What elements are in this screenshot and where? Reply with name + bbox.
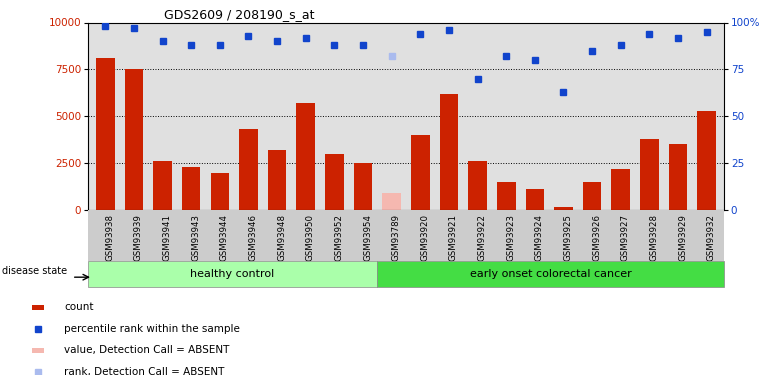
Bar: [382, 193, 401, 210]
Text: GSM93922: GSM93922: [477, 214, 486, 261]
Text: GSM93923: GSM93923: [506, 214, 516, 261]
Bar: [611, 169, 630, 210]
Text: GSM93938: GSM93938: [105, 214, 114, 261]
Bar: [583, 182, 601, 210]
Text: GSM93932: GSM93932: [707, 214, 715, 261]
Text: rank, Detection Call = ABSENT: rank, Detection Call = ABSENT: [64, 367, 224, 375]
Text: GDS2609 / 208190_s_at: GDS2609 / 208190_s_at: [165, 8, 315, 21]
Bar: [497, 182, 516, 210]
Text: GSM93921: GSM93921: [449, 214, 458, 261]
Bar: [325, 154, 344, 210]
Bar: [411, 135, 430, 210]
Text: GSM93929: GSM93929: [678, 214, 687, 261]
Bar: [96, 58, 115, 210]
Bar: [125, 69, 143, 210]
Bar: [697, 111, 716, 210]
Bar: [525, 189, 544, 210]
Bar: [554, 207, 573, 210]
Text: GSM93928: GSM93928: [650, 214, 659, 261]
Bar: [440, 94, 458, 210]
Text: GSM93941: GSM93941: [162, 214, 172, 261]
Text: GSM93943: GSM93943: [192, 214, 200, 261]
Bar: [268, 150, 286, 210]
Text: GSM93939: GSM93939: [134, 214, 143, 261]
Text: value, Detection Call = ABSENT: value, Detection Call = ABSENT: [64, 345, 229, 355]
Text: GSM93946: GSM93946: [248, 214, 257, 261]
Bar: [296, 103, 315, 210]
Bar: [88, 261, 377, 287]
Text: disease state: disease state: [2, 266, 67, 276]
Text: GSM93954: GSM93954: [363, 214, 372, 261]
Bar: [354, 163, 372, 210]
Text: GSM93952: GSM93952: [335, 214, 343, 261]
Text: count: count: [64, 302, 93, 312]
Bar: [31, 348, 44, 353]
Bar: [377, 261, 724, 287]
Bar: [182, 167, 201, 210]
Text: early onset colorectal cancer: early onset colorectal cancer: [470, 269, 631, 279]
Bar: [153, 161, 172, 210]
Text: GSM93950: GSM93950: [306, 214, 315, 261]
Bar: [211, 172, 229, 210]
Text: healthy control: healthy control: [191, 269, 275, 279]
Text: GSM93948: GSM93948: [277, 214, 286, 261]
Bar: [31, 305, 44, 310]
Text: GSM93927: GSM93927: [620, 214, 630, 261]
Text: GSM93924: GSM93924: [535, 214, 544, 261]
Bar: [239, 129, 258, 210]
Text: GSM93944: GSM93944: [220, 214, 229, 261]
Text: GSM93926: GSM93926: [592, 214, 601, 261]
Bar: [468, 161, 487, 210]
Text: GSM93920: GSM93920: [421, 214, 429, 261]
Text: GSM93789: GSM93789: [391, 214, 401, 261]
Bar: [669, 144, 687, 210]
Text: GSM93925: GSM93925: [564, 214, 572, 261]
Bar: [640, 139, 659, 210]
Text: percentile rank within the sample: percentile rank within the sample: [64, 324, 240, 334]
